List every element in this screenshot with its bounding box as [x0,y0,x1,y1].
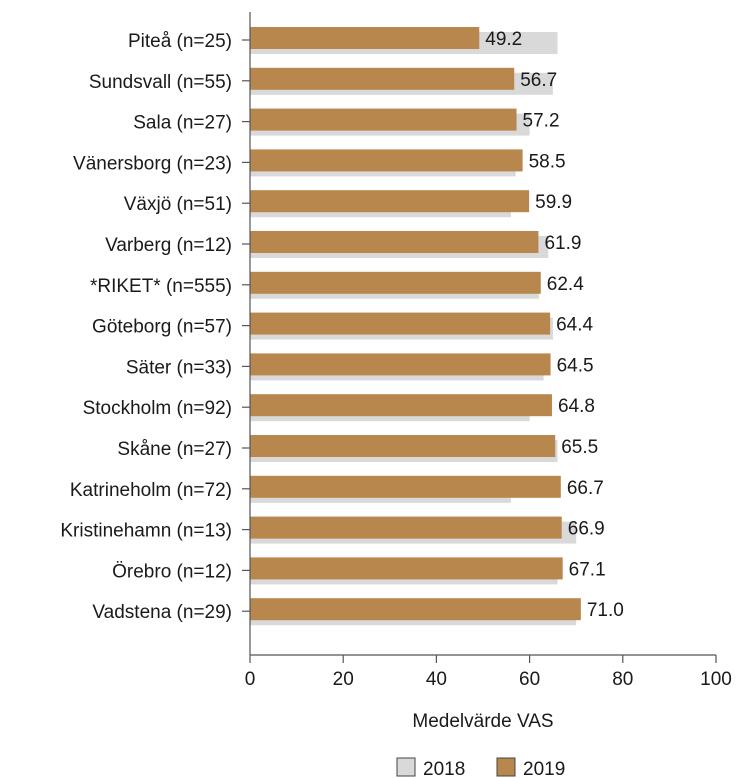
labels-group: Piteå (n=25) 49.2 Sundsvall (n=55) 56.7 Sala… [60,29,731,690]
legend-label-2018: 2018 [423,759,465,778]
data-label-4: 59.9 [535,192,572,213]
x-tick-label-0: 0 [245,669,256,690]
legend: 2018 2019 [396,757,565,778]
category-label-4: Växjö (n=51) [124,194,232,215]
x-tick-label-5: 100 [700,669,732,690]
data-label-7: 64.4 [556,315,593,336]
category-label-12: Kristinehamn (n=13) [60,521,232,542]
bar-2019-4 [250,190,530,213]
legend-label-2019: 2019 [523,759,565,778]
category-label-10: Skåne (n=27) [117,439,232,460]
bar-2019-8 [250,353,551,376]
x-tick-label-3: 60 [519,669,540,690]
category-label-7: Göteborg (n=57) [92,317,232,338]
bar-2019-11 [250,475,561,498]
category-label-14: Vadstena (n=29) [92,602,232,623]
data-label-14: 71.0 [587,600,624,621]
data-label-3: 58.5 [529,151,566,172]
bar-2019-2 [250,108,517,131]
x-axis-title: Medelvärde VAS [412,711,553,732]
data-label-12: 66.9 [568,519,605,540]
x-tick-label-1: 20 [333,669,354,690]
data-label-5: 61.9 [544,233,581,254]
bars-group [250,27,581,626]
bar-2019-14 [250,598,581,621]
category-label-5: Varberg (n=12) [105,235,232,256]
category-label-9: Stockholm (n=92) [83,398,232,419]
data-label-10: 65.5 [561,437,598,458]
data-label-0: 49.2 [485,29,522,50]
bar-2019-5 [250,231,539,253]
data-label-11: 66.7 [567,478,604,499]
data-label-6: 62.4 [547,274,584,295]
bar-2019-9 [250,394,552,417]
x-tick-label-2: 40 [426,669,447,690]
data-label-13: 67.1 [569,559,606,580]
axes-group [249,12,716,656]
category-label-3: Vänersborg (n=23) [73,153,232,174]
data-label-8: 64.5 [557,355,594,376]
bar-2019-10 [250,435,556,457]
legend-swatch-2018 [396,757,416,777]
data-label-2: 57.2 [523,111,560,132]
bar-2019-7 [250,312,551,335]
bar-2019-13 [250,557,563,580]
category-label-2: Sala (n=27) [133,113,232,134]
bar-2019-0 [250,27,480,49]
category-label-11: Katrineholm (n=72) [70,480,232,501]
legend-swatch-2019 [496,757,516,777]
bar-2019-3 [250,149,523,172]
category-label-6: *RIKET* (n=555) [90,276,232,297]
data-label-1: 56.7 [520,70,557,91]
category-label-0: Piteå (n=25) [128,31,232,52]
bar-2019-12 [250,516,562,539]
bar-2019-6 [250,271,541,294]
category-label-13: Örebro (n=12) [112,561,232,582]
bar-2019-1 [250,67,515,90]
category-label-8: Säter (n=33) [126,357,232,378]
data-label-9: 64.8 [558,396,595,417]
x-tick-label-4: 80 [612,669,633,690]
category-label-1: Sundsvall (n=55) [89,72,232,93]
